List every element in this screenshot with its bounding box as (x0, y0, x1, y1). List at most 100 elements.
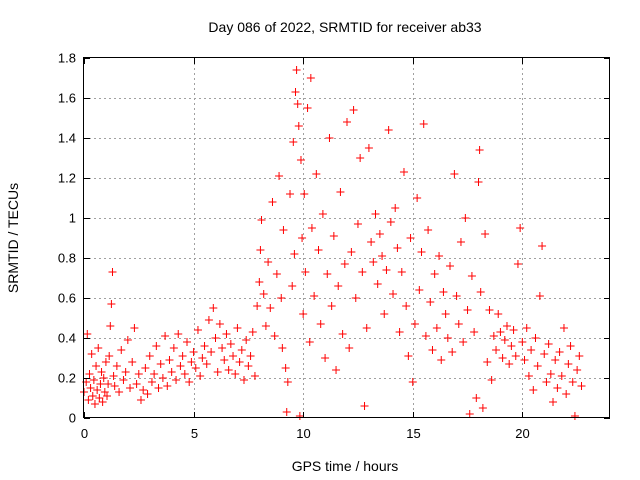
data-point (568, 378, 577, 386)
data-point (318, 210, 327, 218)
data-point (452, 292, 461, 300)
data-point (551, 356, 560, 364)
data-point (487, 376, 496, 384)
data-point (478, 404, 487, 412)
data-point (531, 334, 540, 342)
data-point (417, 248, 426, 256)
data-point (566, 342, 575, 350)
data-point (167, 368, 176, 376)
data-point (406, 234, 415, 242)
data-point (353, 220, 362, 228)
data-point (134, 370, 143, 378)
x-tick-label: 15 (406, 426, 420, 441)
data-point (253, 302, 262, 310)
data-point (305, 338, 314, 346)
data-point (275, 172, 284, 180)
data-point (255, 278, 264, 286)
data-point (244, 362, 253, 370)
data-point (147, 378, 156, 386)
data-point (540, 350, 549, 358)
data-point (375, 230, 384, 238)
data-point (373, 280, 382, 288)
data-point (87, 350, 96, 358)
x-tick-label: 10 (296, 426, 310, 441)
data-point (288, 282, 297, 290)
data-point (408, 378, 417, 386)
data-point (351, 294, 360, 302)
data-point (117, 346, 126, 354)
data-point (83, 330, 92, 338)
data-point (555, 348, 564, 356)
data-point (399, 168, 408, 176)
data-point (200, 342, 209, 350)
data-point (553, 384, 562, 392)
data-point (286, 190, 295, 198)
data-point (437, 356, 446, 364)
data-point (301, 268, 310, 276)
data-point (334, 282, 343, 290)
y-tick-label: 1.8 (58, 51, 76, 66)
data-point (520, 356, 529, 364)
data-point (139, 386, 148, 394)
data-point (300, 190, 309, 198)
data-point (413, 194, 422, 202)
data-point (279, 226, 288, 234)
data-point (430, 270, 439, 278)
data-point (327, 302, 336, 310)
data-point (474, 178, 483, 186)
data-points (80, 66, 586, 420)
data-point (557, 372, 566, 380)
data-point (518, 338, 527, 346)
data-point (209, 304, 218, 312)
y-tick-label: 1.2 (58, 171, 76, 186)
data-point (428, 346, 437, 354)
data-point (84, 396, 93, 404)
data-point (564, 360, 573, 368)
data-point (165, 356, 174, 364)
data-point (259, 290, 268, 298)
data-point (204, 316, 213, 324)
data-point (222, 330, 231, 338)
data-point (356, 154, 365, 162)
data-point (189, 348, 198, 356)
data-point (104, 380, 113, 388)
data-point (161, 332, 170, 340)
data-point (231, 370, 240, 378)
data-point (119, 376, 128, 384)
data-point (257, 216, 266, 224)
data-point (88, 392, 97, 400)
data-point (481, 230, 490, 238)
data-point (465, 410, 474, 418)
data-point (310, 292, 319, 300)
data-point (169, 344, 178, 352)
data-point (92, 362, 101, 370)
data-point (332, 366, 341, 374)
data-point (130, 324, 139, 332)
data-point (470, 328, 479, 336)
data-point (185, 378, 194, 386)
data-point (270, 332, 279, 340)
data-point (345, 344, 354, 352)
data-point (282, 408, 291, 416)
x-tick-label: 20 (515, 426, 529, 441)
data-point (96, 380, 105, 388)
data-point (132, 380, 141, 388)
data-point (369, 258, 378, 266)
data-point (256, 246, 265, 254)
data-point (99, 374, 108, 382)
data-point (172, 376, 181, 384)
data-point (290, 250, 299, 258)
data-point (307, 224, 316, 232)
data-point (250, 372, 259, 380)
data-point (220, 356, 229, 364)
data-point (277, 294, 286, 302)
data-point (312, 170, 321, 178)
data-point (202, 360, 211, 368)
y-tick-label: 1.4 (58, 131, 76, 146)
data-point (211, 334, 220, 342)
data-point (264, 258, 273, 266)
data-point (296, 156, 305, 164)
data-point (432, 324, 441, 332)
data-point (143, 390, 152, 398)
data-point (123, 336, 132, 344)
